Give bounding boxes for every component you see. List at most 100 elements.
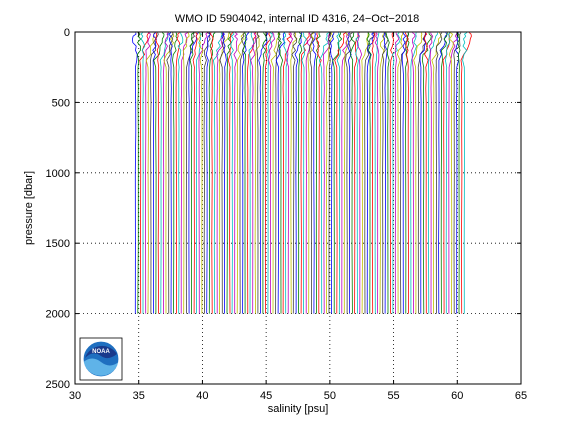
salinity-profile-line (277, 32, 284, 314)
salinity-profile-line (334, 32, 347, 314)
salinity-profile-line (366, 32, 372, 314)
salinity-profile-line (239, 32, 246, 314)
salinity-profile-line (341, 32, 350, 314)
x-tick-label: 40 (196, 390, 208, 402)
salinity-profile-line (140, 32, 146, 314)
salinity-profile-line (162, 32, 169, 314)
x-tick-label: 50 (324, 390, 336, 402)
salinity-profile-line (315, 32, 322, 314)
salinity-profile-line (371, 32, 376, 314)
salinity-profile-line (421, 32, 432, 314)
salinity-profile-line (185, 32, 196, 314)
salinity-profile-line (155, 32, 160, 314)
salinity-profile-line (254, 32, 260, 314)
x-tick-label: 65 (515, 390, 527, 402)
salinity-profile-line (427, 32, 438, 314)
x-tick-label: 30 (69, 390, 81, 402)
y-tick-label: 500 (52, 97, 70, 109)
salinity-profile-line (291, 32, 298, 314)
salinity-profile-line (180, 32, 188, 314)
x-tick-label: 55 (387, 390, 399, 402)
salinity-profile-line (309, 32, 314, 314)
salinity-profile-line (435, 32, 443, 314)
salinity-profile-line (168, 32, 173, 314)
salinity-profile-line (298, 32, 303, 314)
salinity-profile-line (385, 32, 390, 314)
salinity-profile-line (246, 32, 257, 314)
salinity-profile-line (347, 32, 352, 314)
y-axis-title: pressure [dbar] (23, 171, 35, 245)
salinity-profile-line (198, 32, 208, 314)
salinity-profile-line (192, 32, 198, 314)
salinity-profile-line (189, 32, 195, 314)
salinity-profile-line (203, 32, 211, 314)
salinity-profile-line (152, 32, 157, 314)
salinity-profile-line (392, 32, 401, 314)
salinity-profile-line (456, 32, 461, 314)
salinity-profile-line (205, 32, 212, 314)
salinity-profile-line (145, 32, 155, 314)
y-axis: 0 500 1000 1500 2000 2500 (46, 27, 521, 391)
y-tick-label: 1000 (46, 168, 70, 180)
salinity-profile-line (448, 32, 459, 314)
plot-area (74, 31, 522, 385)
salinity-profile-line (413, 32, 423, 314)
y-tick-label: 2500 (46, 379, 70, 391)
salinity-profile-line (366, 32, 375, 314)
salinity-profile-line (404, 32, 409, 314)
salinity-profile-line (250, 32, 257, 314)
grid (75, 32, 521, 384)
salinity-profile-line (226, 32, 233, 314)
salinity-profile-line (182, 32, 190, 314)
salinity-profile-line (230, 32, 235, 314)
salinity-profile-line (315, 32, 321, 314)
salinity-profile-line (462, 32, 468, 314)
salinity-profile-line (242, 32, 247, 314)
salinity-profile-line (212, 32, 223, 314)
salinity-profile-line (374, 32, 380, 314)
salinity-profile-line (417, 32, 427, 314)
salinity-profile-line (356, 32, 363, 314)
noaa-logo: NOAA (79, 337, 123, 381)
salinity-profile-line (301, 32, 307, 314)
salinity-profile-line (262, 32, 267, 314)
salinity-profile-line (448, 32, 454, 314)
salinity-profile-line (318, 32, 330, 314)
salinity-profile-line (410, 32, 418, 314)
y-tick-label: 2000 (46, 309, 70, 321)
salinity-profile-line (389, 32, 394, 314)
chart-title: WMO ID 5904042, internal ID 4316, 24−Oct… (175, 13, 420, 25)
salinity-profile-line (286, 32, 294, 314)
salinity-profile-line (444, 32, 451, 314)
salinity-profile-line (355, 32, 360, 314)
y-tick-label: 0 (64, 27, 70, 39)
salinity-profile-line (374, 32, 380, 314)
salinity-profile-line (336, 32, 341, 314)
salinity-profile-line (132, 32, 138, 314)
salinity-profile-line (139, 32, 150, 314)
salinity-profile-line (227, 32, 233, 314)
salinity-profile-line (397, 32, 404, 314)
salinity-profile-line (282, 32, 292, 314)
salinity-profile-line (268, 32, 276, 314)
salinity-profile-line (307, 32, 315, 314)
salinity-profile-line (221, 32, 227, 314)
salinity-profile-line (401, 32, 407, 314)
salinity-profile-line (172, 32, 178, 314)
salinity-profile-line (198, 32, 204, 314)
x-axis-title: salinity [psu] (268, 403, 329, 415)
salinity-profile-line (258, 32, 269, 314)
salinity-profile-line (209, 32, 214, 314)
salinity-profile-line (219, 32, 225, 314)
salinity-profile-line (255, 32, 260, 314)
salinity-profile-line (300, 32, 310, 314)
x-axis: 30 35 40 45 50 55 60 65 (69, 32, 527, 402)
plot-frame (74, 31, 522, 385)
salinity-profile-line (411, 32, 416, 314)
salinity-profile-line (196, 32, 202, 314)
salinity-profile-line (428, 32, 434, 314)
salinity-profile-line (379, 32, 386, 314)
salinity-profile-line (327, 32, 332, 314)
y-tick-label: 1500 (46, 238, 70, 250)
salinity-profile-line (312, 32, 317, 314)
